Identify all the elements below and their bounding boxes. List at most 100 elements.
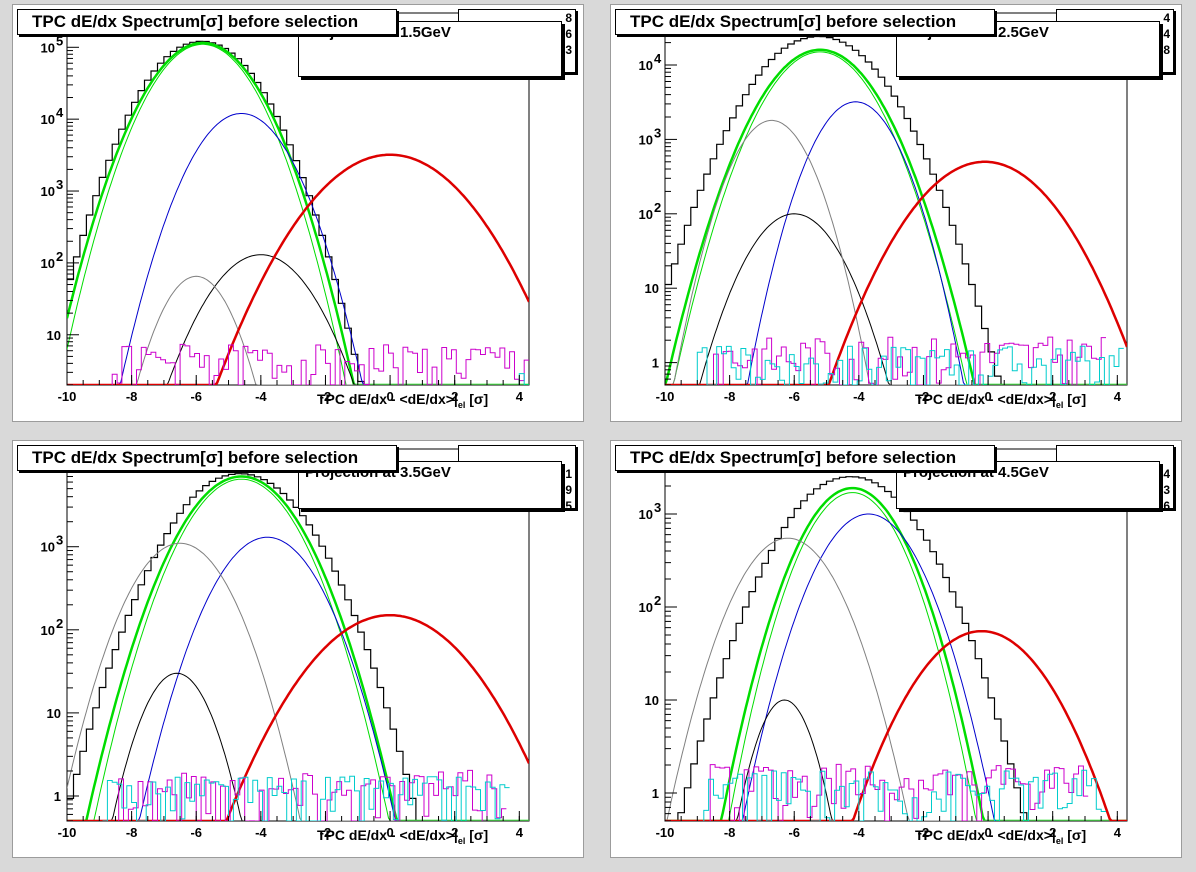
series-curve [111, 343, 529, 385]
series-curve [665, 160, 1127, 385]
x-tick-label: -8 [126, 825, 138, 840]
series-curve [665, 48, 1127, 385]
series-curve [67, 113, 529, 385]
y-tick-exponent: 2 [56, 249, 63, 264]
y-tick-exponent: 3 [654, 125, 661, 140]
x-tick-label: -6 [190, 825, 202, 840]
x-tick-label: 2 [1049, 825, 1056, 840]
y-tick-label: 10 [41, 256, 55, 271]
stats-fragment: 5 [565, 499, 572, 513]
x-tick-label: 0 [386, 825, 393, 840]
x-tick-label: 4 [1114, 389, 1122, 404]
plot-area [67, 473, 529, 821]
stats-fragment: 6 [1163, 499, 1170, 513]
series-curve [67, 275, 529, 385]
y-tick-label: 10 [639, 600, 653, 615]
series-curve [665, 537, 1127, 821]
series-curve [713, 336, 1106, 385]
series-curve [665, 629, 1127, 821]
series-curve [67, 475, 529, 821]
stats-fragment: 4 [1163, 467, 1170, 481]
y-tick-label: 10 [41, 40, 55, 55]
x-tick-label: -6 [788, 825, 800, 840]
x-tick-label: -8 [724, 825, 736, 840]
series-curve [102, 775, 510, 821]
x-tick-label: -8 [126, 389, 138, 404]
x-tick-label: 0 [984, 389, 991, 404]
series-curve [665, 35, 1127, 385]
series-curve [665, 513, 1127, 821]
x-tick-label: 4 [516, 389, 524, 404]
y-tick-label: 1 [652, 356, 659, 371]
x-tick-label: 2 [1049, 389, 1056, 404]
plot-pad-4: TPC dE/dx Spectrum[σ] before selection 4… [610, 440, 1182, 858]
stats-fragment: 8 [1163, 43, 1170, 57]
series-curve [665, 486, 1127, 821]
x-tick-label: -4 [255, 389, 267, 404]
series-curve [665, 213, 1127, 385]
y-tick-label: 10 [47, 328, 61, 343]
y-tick-label: 10 [639, 58, 653, 73]
x-tick-label: -8 [724, 389, 736, 404]
stats-fragment: 9 [565, 483, 572, 497]
y-tick-label: 10 [639, 132, 653, 147]
plot-title: TPC dE/dx Spectrum[σ] before selection [615, 445, 995, 471]
series-curve [665, 101, 1127, 385]
plot-area [67, 40, 529, 385]
y-tick-exponent: 4 [56, 105, 64, 120]
series-curve [118, 769, 507, 821]
series-curve [67, 40, 529, 385]
y-tick-exponent: 3 [654, 500, 661, 515]
x-tick-label: 2 [451, 825, 458, 840]
x-tick-label: 2 [451, 389, 458, 404]
x-tick-label: -4 [255, 825, 267, 840]
y-tick-label: 1 [54, 789, 61, 804]
series-curve [518, 373, 529, 385]
series-curve [709, 763, 1089, 821]
y-tick-label: 10 [645, 693, 659, 708]
y-tick-label: 10 [639, 207, 653, 222]
series-curve [67, 43, 529, 385]
x-tick-label: 4 [516, 825, 524, 840]
plot-area [665, 35, 1127, 385]
plot-pad-1: TPC dE/dx Spectrum[σ] before selection 8… [12, 4, 584, 422]
y-tick-label: 10 [41, 623, 55, 638]
x-tick-label: -10 [58, 389, 77, 404]
stats-fragment: 3 [1163, 483, 1170, 497]
series-curve [67, 672, 529, 821]
series-curve [67, 41, 529, 385]
stats-fragment: 1 [565, 467, 572, 481]
y-tick-exponent: 2 [654, 200, 661, 215]
series-curve [703, 769, 1106, 821]
y-tick-exponent: 3 [56, 533, 63, 548]
y-tick-exponent: 5 [56, 33, 63, 48]
x-tick-label: -2 [320, 389, 332, 404]
stats-fragment: 4 [1163, 27, 1170, 41]
series-curve [67, 473, 529, 821]
series-curve [67, 542, 529, 821]
plot-area [665, 476, 1127, 821]
x-tick-label: -6 [788, 389, 800, 404]
x-axis-label: TPC dE/dx - <dE/dx>|el [σ] [915, 391, 1087, 410]
plot-title: TPC dE/dx Spectrum[σ] before selection [17, 9, 397, 35]
x-tick-label: -2 [320, 825, 332, 840]
x-tick-label: -10 [656, 389, 675, 404]
plot-title: TPC dE/dx Spectrum[σ] before selection [17, 445, 397, 471]
x-tick-label: -6 [190, 389, 202, 404]
x-axis-label: TPC dE/dx - <dE/dx>|el [σ] [317, 391, 489, 410]
x-tick-label: -10 [58, 825, 77, 840]
x-tick-label: -2 [918, 825, 930, 840]
series-curve [665, 119, 1127, 385]
series-curve [665, 51, 1127, 385]
y-tick-exponent: 2 [654, 593, 661, 608]
series-curve [665, 492, 1127, 821]
x-tick-label: -2 [918, 389, 930, 404]
series-curve [67, 478, 529, 821]
x-tick-label: 0 [984, 825, 991, 840]
series-curve [67, 153, 529, 385]
plot-pad-2: TPC dE/dx Spectrum[σ] before selection 4… [610, 4, 1182, 422]
stats-fragment: 8 [565, 11, 572, 25]
